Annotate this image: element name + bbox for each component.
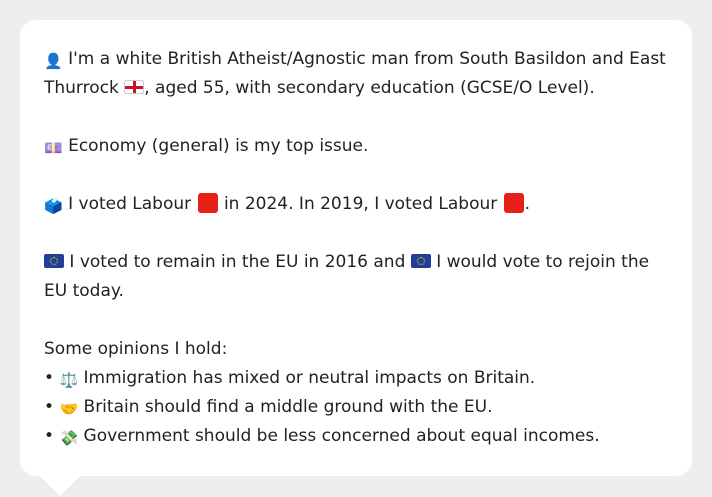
opinion-text: Immigration has mixed or neutral impacts… <box>83 368 536 388</box>
eu-flag-icon <box>44 254 64 268</box>
banknote-icon: 💷 <box>44 139 63 157</box>
identity-text: I'm a white British Atheist/Agnostic man… <box>44 49 666 98</box>
bullet: • <box>44 397 55 417</box>
bullet: • <box>44 426 55 446</box>
vote-text-3: . <box>524 194 531 214</box>
labour-color-square-icon <box>197 193 218 213</box>
eu-text-1: I voted to remain in the EU in 2016 and <box>69 252 406 272</box>
list-item: • ⚖️ Immigration has mixed or neutral im… <box>44 364 668 393</box>
eu-paragraph: I voted to remain in the EU in 2016 and … <box>44 248 668 306</box>
money-bag-icon: 💸 <box>59 429 79 447</box>
opinion-text: Britain should find a middle ground with… <box>83 397 493 417</box>
vote-paragraph: 🗳️ I voted Labour in 2024. In 2019, I vo… <box>44 190 668 219</box>
bullet: • <box>44 368 55 388</box>
balance-scale-icon: ⚖️ <box>59 371 79 389</box>
opinions-heading: Some opinions I hold: <box>44 339 228 359</box>
issue-text: Economy (general) is my top issue. <box>68 136 369 156</box>
list-item: • 💸 Government should be less concerned … <box>44 422 668 451</box>
list-item: • 🤝 Britain should find a middle ground … <box>44 393 668 422</box>
labour-color-square-icon <box>503 193 524 213</box>
identity-paragraph: 👤 I'm a white British Atheist/Agnostic m… <box>44 45 668 103</box>
persona-card: 👤 I'm a white British Atheist/Agnostic m… <box>20 20 692 476</box>
eu-flag-icon <box>410 254 431 268</box>
ballot-box-icon: 🗳️ <box>44 197 63 215</box>
opinion-text: Government should be less concerned abou… <box>83 426 600 446</box>
vote-text-2: in 2024. In 2019, I voted Labour <box>223 194 498 214</box>
issue-paragraph: 💷 Economy (general) is my top issue. <box>44 132 668 161</box>
speech-bubble-tail <box>40 476 80 496</box>
vote-text-1: I voted Labour <box>68 194 192 214</box>
opinions-list: • ⚖️ Immigration has mixed or neutral im… <box>44 364 668 451</box>
person-silhouette-icon: 👤 <box>44 52 63 70</box>
identity-text-end: , aged 55, with secondary education (GCS… <box>144 78 595 98</box>
handshake-icon: 🤝 <box>59 400 79 418</box>
eu-text-2: I would vote to rejoin the EU today. <box>44 252 650 301</box>
england-flag-icon <box>124 80 145 94</box>
